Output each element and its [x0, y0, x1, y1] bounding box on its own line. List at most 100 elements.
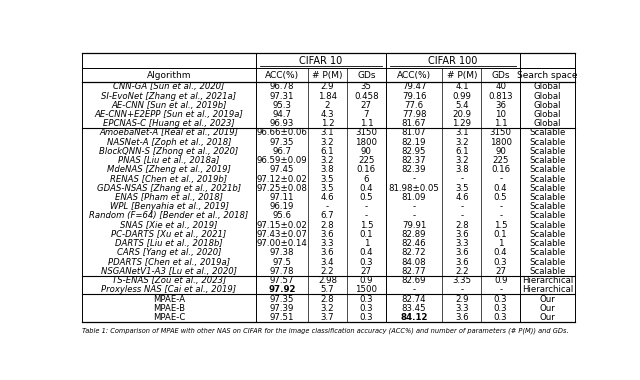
Text: 1.5: 1.5	[360, 221, 373, 230]
Text: 96.93: 96.93	[269, 119, 294, 128]
Text: 95.3: 95.3	[273, 101, 291, 110]
Text: 81.67: 81.67	[402, 119, 426, 128]
Text: -: -	[326, 202, 329, 211]
Text: Scalable: Scalable	[529, 202, 566, 211]
Text: MdeNAS [Zheng et al., 2019]: MdeNAS [Zheng et al., 2019]	[107, 165, 231, 174]
Text: -: -	[460, 212, 463, 220]
Text: Global: Global	[534, 92, 561, 101]
Text: 0.4: 0.4	[360, 184, 373, 193]
Text: CNN-GA [Sun et al., 2020]: CNN-GA [Sun et al., 2020]	[113, 82, 225, 91]
Text: 2.8: 2.8	[455, 221, 468, 230]
Text: 3.1: 3.1	[455, 128, 468, 138]
Text: 2.98: 2.98	[318, 276, 337, 285]
Text: 0.3: 0.3	[494, 258, 508, 267]
Text: -: -	[499, 174, 502, 184]
Text: CIFAR 100: CIFAR 100	[428, 55, 477, 65]
Text: 1.1: 1.1	[494, 119, 508, 128]
Text: TS-ENAS [Zou et al., 2023]: TS-ENAS [Zou et al., 2023]	[112, 276, 226, 285]
Text: 97.92: 97.92	[268, 285, 296, 294]
Text: 0.3: 0.3	[494, 313, 508, 322]
Text: 3.6: 3.6	[321, 230, 334, 239]
Text: ACC(%): ACC(%)	[265, 71, 299, 80]
Text: 82.19: 82.19	[402, 138, 426, 147]
Text: 0.458: 0.458	[354, 92, 379, 101]
Text: 1: 1	[364, 239, 369, 248]
Text: 97.38: 97.38	[269, 249, 294, 257]
Text: Scalable: Scalable	[529, 128, 566, 138]
Text: Hierarchical: Hierarchical	[522, 285, 573, 294]
Text: -: -	[460, 202, 463, 211]
Text: 77.98: 77.98	[402, 110, 426, 119]
Text: ENAS [Pham et al., 2018]: ENAS [Pham et al., 2018]	[115, 193, 223, 202]
Text: 2.2: 2.2	[455, 267, 468, 276]
Text: Global: Global	[534, 119, 561, 128]
Text: 0.9: 0.9	[360, 276, 373, 285]
Text: 35: 35	[361, 82, 372, 91]
Text: 3.6: 3.6	[455, 249, 468, 257]
Text: 3.6: 3.6	[455, 313, 468, 322]
Text: 79.16: 79.16	[402, 92, 426, 101]
Text: 82.74: 82.74	[402, 294, 426, 304]
Text: 0.1: 0.1	[360, 230, 373, 239]
Text: 0.813: 0.813	[488, 92, 513, 101]
Text: 90: 90	[361, 147, 372, 156]
Text: 77.6: 77.6	[404, 101, 424, 110]
Text: 97.12±0.02: 97.12±0.02	[257, 174, 307, 184]
Text: -: -	[413, 174, 415, 184]
Text: WPL [Benyahia et al., 2019]: WPL [Benyahia et al., 2019]	[109, 202, 228, 211]
Text: CIFAR 10: CIFAR 10	[299, 55, 342, 65]
Text: 82.37: 82.37	[402, 156, 426, 165]
Text: 27: 27	[361, 101, 372, 110]
Text: 1.2: 1.2	[321, 119, 334, 128]
Text: -: -	[413, 202, 415, 211]
Text: 0.5: 0.5	[494, 193, 508, 202]
Text: 27: 27	[495, 267, 506, 276]
Text: 0.4: 0.4	[360, 249, 373, 257]
Text: Scalable: Scalable	[529, 193, 566, 202]
Text: Global: Global	[534, 101, 561, 110]
Text: 96.19: 96.19	[269, 202, 294, 211]
Text: 0.9: 0.9	[494, 276, 508, 285]
Text: EPCNAS-C [Huang et al., 2023]: EPCNAS-C [Huang et al., 2023]	[103, 119, 235, 128]
Text: 97.35: 97.35	[269, 294, 294, 304]
Text: 2.9: 2.9	[321, 82, 334, 91]
Text: 0.3: 0.3	[360, 304, 373, 313]
Text: 97.15±0.02: 97.15±0.02	[257, 221, 307, 230]
Text: PDARTS [Chen et al., 2019a]: PDARTS [Chen et al., 2019a]	[108, 258, 230, 267]
Text: 81.98±0.05: 81.98±0.05	[388, 184, 440, 193]
Text: 3.2: 3.2	[321, 304, 334, 313]
Text: RENAS [Chen et al., 2019b]: RENAS [Chen et al., 2019b]	[111, 174, 228, 184]
Text: 27: 27	[361, 267, 372, 276]
Text: 1500: 1500	[355, 285, 378, 294]
Text: NASNet-A [Zoph et al., 2018]: NASNet-A [Zoph et al., 2018]	[107, 138, 231, 147]
Text: -: -	[413, 212, 415, 220]
Text: 3.5: 3.5	[321, 174, 334, 184]
Text: 3.2: 3.2	[455, 138, 468, 147]
Text: AmoebaNet-A [Real et al., 2019]: AmoebaNet-A [Real et al., 2019]	[100, 128, 239, 138]
Text: 0.3: 0.3	[360, 258, 373, 267]
Text: 3.6: 3.6	[455, 258, 468, 267]
Text: Scalable: Scalable	[529, 165, 566, 174]
Text: 3150: 3150	[355, 128, 378, 138]
Text: # P(M): # P(M)	[447, 71, 477, 80]
Text: 82.77: 82.77	[402, 267, 426, 276]
Text: 3.2: 3.2	[455, 156, 468, 165]
Text: 84.12: 84.12	[401, 313, 428, 322]
Text: 6.7: 6.7	[321, 212, 334, 220]
Text: BlockQNN-S [Zhong et al., 2020]: BlockQNN-S [Zhong et al., 2020]	[99, 147, 239, 156]
Text: 96.66±0.06: 96.66±0.06	[257, 128, 307, 138]
Text: 3.6: 3.6	[321, 249, 334, 257]
Text: 97.31: 97.31	[269, 92, 294, 101]
Text: 79.91: 79.91	[402, 221, 426, 230]
Text: 97.78: 97.78	[269, 267, 294, 276]
Text: Scalable: Scalable	[529, 239, 566, 248]
Text: SI-EvoNet [Zhang et al., 2021a]: SI-EvoNet [Zhang et al., 2021a]	[102, 92, 237, 101]
Text: 0.5: 0.5	[360, 193, 373, 202]
Text: 3.3: 3.3	[455, 239, 468, 248]
Text: PC-DARTS [Xu et al., 2021]: PC-DARTS [Xu et al., 2021]	[111, 230, 227, 239]
Text: GDs: GDs	[492, 71, 510, 80]
Text: 1800: 1800	[490, 138, 512, 147]
Text: 3.35: 3.35	[452, 276, 472, 285]
Text: 225: 225	[492, 156, 509, 165]
Text: 36: 36	[495, 101, 506, 110]
